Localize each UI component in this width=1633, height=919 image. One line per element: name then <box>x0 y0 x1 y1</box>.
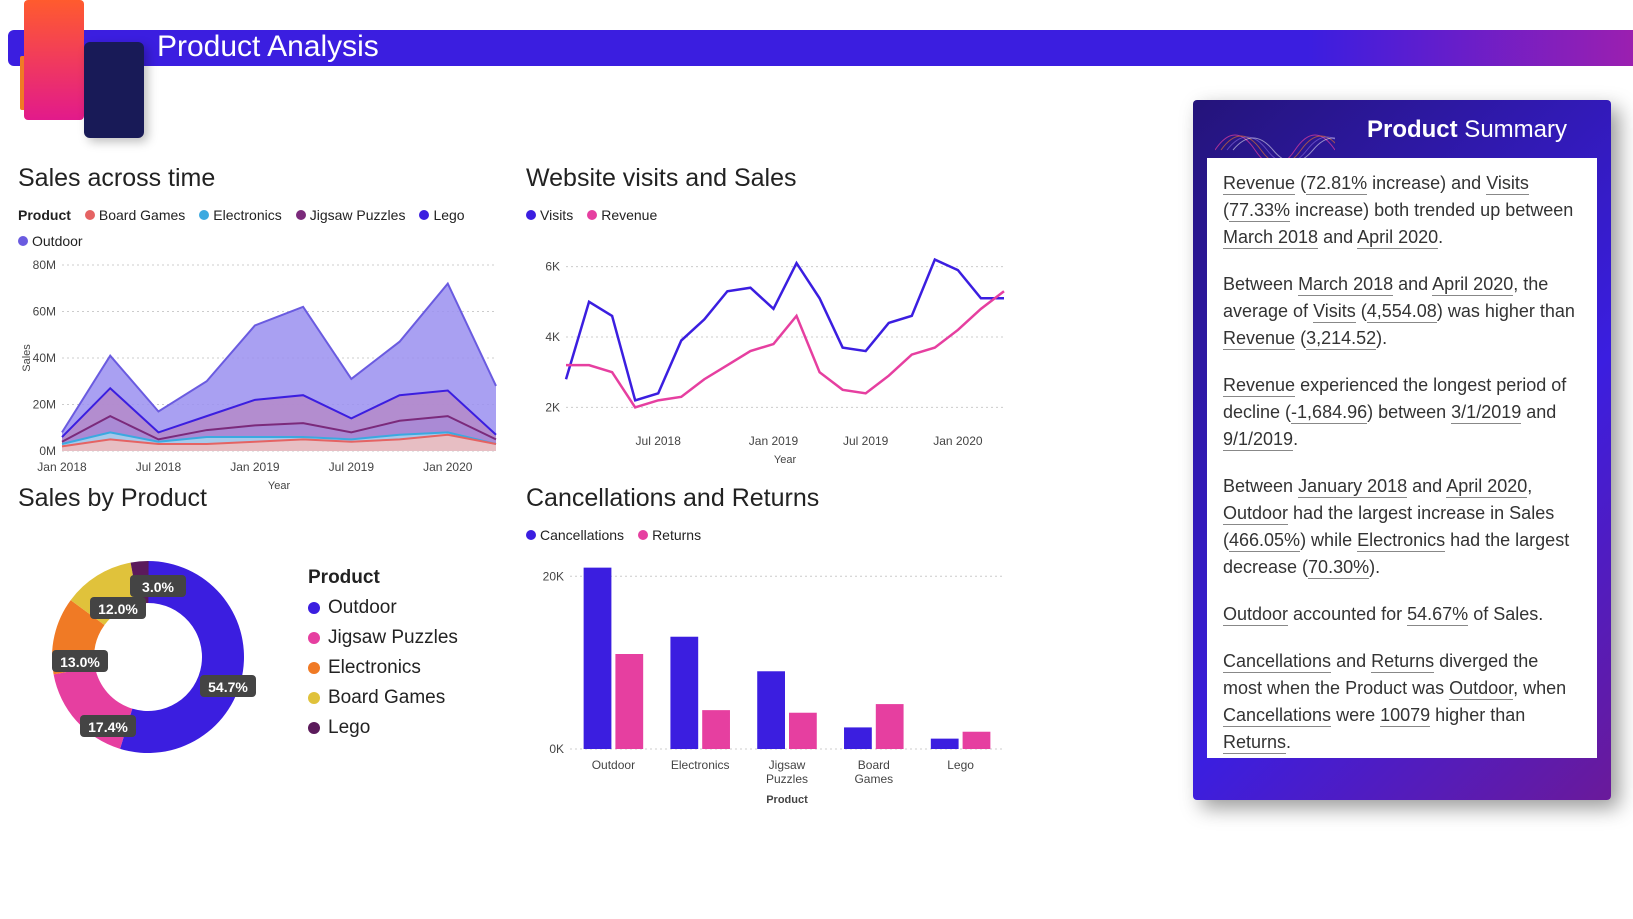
svg-text:Jan 2018: Jan 2018 <box>37 460 87 474</box>
svg-text:Outdoor: Outdoor <box>592 758 635 772</box>
chart-sales-product[interactable]: Sales by Product 54.7% 17.4% 13.0% 12.0%3.0… <box>18 484 506 814</box>
svg-text:Jul 2018: Jul 2018 <box>136 460 182 474</box>
svg-text:Lego: Lego <box>947 758 974 772</box>
svg-text:13.0%: 13.0% <box>60 654 100 670</box>
svg-text:Jigsaw: Jigsaw <box>769 758 806 772</box>
chart-legend: Product Board Games Electronics Jigsaw P… <box>18 207 506 249</box>
legend-item[interactable]: Electronics <box>308 657 458 679</box>
chart-title: Website visits and Sales <box>526 164 1014 193</box>
chart-sales-time[interactable]: Sales across time Product Board Games El… <box>18 164 506 500</box>
summary-paragraph: Revenue (72.81% increase) and Visits (77… <box>1223 170 1581 251</box>
chart-title: Cancellations and Returns <box>526 484 1014 513</box>
page-title: Product Analysis <box>157 30 379 64</box>
waves-icon <box>1215 114 1335 158</box>
svg-text:4K: 4K <box>545 330 560 344</box>
svg-text:Electronics: Electronics <box>671 758 730 772</box>
summary-panel: Product Summary Revenue (72.81% increase… <box>1193 100 1611 800</box>
svg-text:Jul 2019: Jul 2019 <box>843 434 889 448</box>
bars-svg: 0K 20K Outdoor Electronics JigsawPuzzles Boar… <box>526 549 1014 809</box>
svg-text:40M: 40M <box>33 351 56 365</box>
chart-cancel-returns[interactable]: Cancellations and Returns Cancellations … <box>526 484 1014 814</box>
svg-text:Jan 2019: Jan 2019 <box>749 434 799 448</box>
logo-block-navy <box>84 42 144 138</box>
legend-item[interactable]: Lego <box>308 717 458 739</box>
chart-legend: Cancellations Returns <box>526 527 1014 543</box>
svg-text:12.0%: 12.0% <box>98 601 138 617</box>
summary-paragraph: Outdoor accounted for 54.67% of Sales. <box>1223 601 1581 628</box>
svg-text:Product: Product <box>766 794 808 806</box>
svg-text:Jul 2018: Jul 2018 <box>636 434 682 448</box>
visits-svg: 2K 4K 6K Jul 2018 Jan 2019 Jul 2019 Jan 2020 Ye… <box>526 229 1014 469</box>
svg-text:0M: 0M <box>39 444 56 458</box>
logo-block-gradient <box>24 0 84 120</box>
chart-visits-sales[interactable]: Website visits and Sales Visits Revenue … <box>526 164 1014 500</box>
svg-text:Sales: Sales <box>21 344 33 372</box>
chart-legend: Visits Revenue <box>526 207 1014 223</box>
svg-text:Year: Year <box>774 454 797 466</box>
summary-body[interactable]: Revenue (72.81% increase) and Visits (77… <box>1207 158 1597 758</box>
svg-text:54.7%: 54.7% <box>208 679 248 695</box>
svg-text:Puzzles: Puzzles <box>766 772 808 786</box>
summary-paragraph: Between January 2018 and April 2020, Out… <box>1223 473 1581 581</box>
summary-paragraph: Cancellations and Returns diverged the m… <box>1223 648 1581 756</box>
svg-text:3.0%: 3.0% <box>142 579 174 595</box>
svg-text:2K: 2K <box>545 400 560 414</box>
svg-text:6K: 6K <box>545 260 560 274</box>
donut-svg: 54.7% 17.4% 13.0% 12.0%3.0% <box>18 527 278 787</box>
svg-text:20M: 20M <box>33 398 56 412</box>
svg-text:60M: 60M <box>33 305 56 319</box>
svg-text:Jan 2019: Jan 2019 <box>230 460 280 474</box>
svg-text:Board: Board <box>858 758 890 772</box>
svg-text:17.4%: 17.4% <box>88 719 128 735</box>
legend-item[interactable]: Outdoor <box>308 597 458 619</box>
svg-text:Jan 2020: Jan 2020 <box>423 460 473 474</box>
svg-text:Jul 2019: Jul 2019 <box>329 460 375 474</box>
product-legend: Product OutdoorJigsaw PuzzlesElectronics… <box>308 567 458 747</box>
summary-paragraph: Revenue experienced the longest period o… <box>1223 372 1581 453</box>
legend-item[interactable]: Board Games <box>308 687 458 709</box>
svg-text:Games: Games <box>854 772 893 786</box>
legend-item[interactable]: Jigsaw Puzzles <box>308 627 458 649</box>
svg-text:80M: 80M <box>33 258 56 272</box>
chart-title: Sales by Product <box>18 484 506 513</box>
svg-text:0K: 0K <box>549 742 564 756</box>
svg-text:Jan 2020: Jan 2020 <box>933 434 983 448</box>
chart-title: Sales across time <box>18 164 506 193</box>
sales-time-svg: 0M 20M 40M 60M 80M Sales Jan 2018 Jul 2018 Jan 2… <box>18 255 506 495</box>
summary-paragraph: Between March 2018 and April 2020, the a… <box>1223 271 1581 352</box>
svg-text:20K: 20K <box>543 569 564 583</box>
